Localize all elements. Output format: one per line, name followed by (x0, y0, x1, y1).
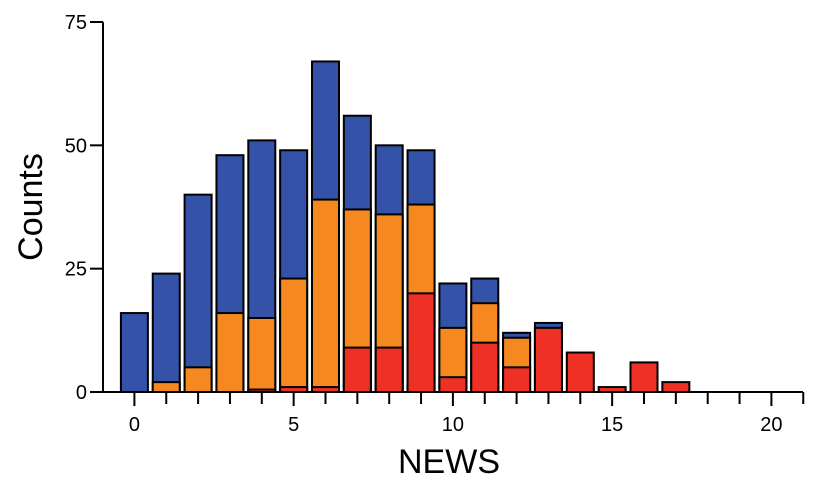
y-tick-label-50: 50 (65, 135, 87, 157)
bar-series-2-x-14 (565, 351, 595, 393)
bar-series-1-x-5 (279, 277, 309, 393)
bar-series-2-x-12 (502, 366, 532, 394)
y-axis-label: Counts (12, 153, 50, 261)
y-tick-label-75: 75 (65, 12, 87, 34)
bar-series-2-x-17 (661, 381, 691, 393)
x-tick-label-15: 15 (601, 414, 623, 436)
bar-series-1-x-2 (183, 366, 213, 394)
bar-series-1-x-6 (311, 198, 340, 393)
ticks-layer: 0 5 10 15 20 0 25 50 75 (65, 12, 805, 436)
bar-series-2-x-16 (629, 361, 659, 393)
bar-series-2-x-13 (533, 326, 563, 393)
x-tick-label-10: 10 (442, 414, 464, 436)
bars-layer (119, 60, 691, 394)
bar-series-0-x-1 (151, 272, 181, 394)
bar-series-2-x-10 (438, 376, 468, 394)
x-tick-label-20: 20 (760, 414, 782, 436)
y-tick-label-0: 0 (76, 382, 87, 404)
y-tick-label-25: 25 (65, 259, 87, 281)
bar-series-1-x-4 (247, 317, 277, 393)
x-tick-label-5: 5 (288, 414, 299, 436)
x-tick-label-0: 0 (129, 414, 140, 436)
bar-series-2-x-11 (470, 341, 500, 393)
x-axis-label: NEWS (398, 443, 500, 481)
bar-series-2-x-7 (342, 346, 372, 394)
bar-series-0-x-2 (183, 193, 213, 393)
bar-series-2-x-9 (406, 292, 436, 394)
bar-series-2-x-8 (374, 346, 404, 394)
bar-series-1-x-1 (151, 381, 181, 393)
bar-series-1-x-3 (215, 312, 245, 394)
bar-series-0-x-0 (119, 312, 149, 394)
